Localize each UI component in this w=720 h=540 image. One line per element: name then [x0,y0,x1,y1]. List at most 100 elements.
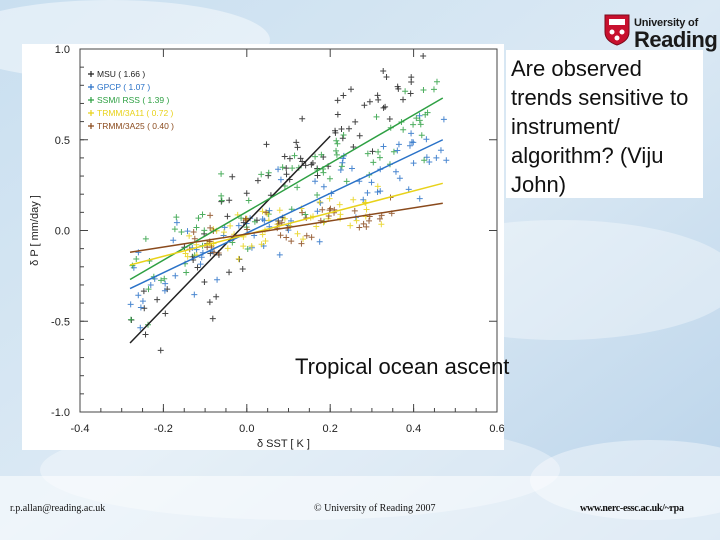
data-point [161,275,168,282]
data-point [343,178,350,185]
data-point [443,157,450,164]
data-point [275,166,282,173]
footer-url: www.nerc-essc.ac.uk/~rpa [580,503,684,514]
data-point [283,171,290,178]
data-point [337,167,344,174]
data-point [127,316,134,323]
data-point [157,347,164,354]
data-point [263,209,270,216]
data-point [254,177,261,184]
data-point [366,217,373,224]
data-point [127,301,134,308]
data-point [226,197,233,204]
data-point [350,196,357,203]
data-point [299,115,306,122]
data-point [338,163,345,170]
data-point [224,245,231,252]
data-point [242,215,249,222]
data-point [207,212,214,219]
data-point [408,74,415,81]
data-point [277,176,284,183]
data-point [240,243,247,250]
data-point [356,224,363,231]
data-point [316,238,323,245]
data-point [244,246,251,253]
data-point [224,213,231,220]
data-point [209,315,216,322]
data-point [408,138,415,145]
y-tick-label: 0.0 [55,226,70,238]
legend-marker [88,97,94,103]
data-point [258,171,265,178]
data-point [266,207,273,214]
data-point [218,170,225,177]
data-point [333,137,340,144]
data-point [400,96,407,103]
data-point [375,148,382,155]
data-point [173,214,180,221]
data-point [364,189,371,196]
data-point [392,168,399,175]
data-point [191,291,198,298]
data-point [406,142,413,149]
x-tick-label: 0.6 [489,423,504,435]
data-point [197,261,204,268]
data-point [380,67,387,74]
data-point [390,148,397,155]
data-point [378,221,385,228]
data-point [348,165,355,172]
data-point [214,276,221,283]
data-point [337,211,344,218]
data-point [430,86,437,93]
data-point [161,287,168,294]
data-point [380,143,387,150]
data-point [353,217,360,224]
data-point [334,97,341,104]
data-point [408,130,415,137]
data-point [320,183,327,190]
data-point [422,111,429,118]
data-point [394,147,401,154]
data-point [380,104,387,111]
data-point [218,197,225,204]
data-point [363,223,370,230]
trend-line-ssm-i-rss [129,97,444,281]
data-point [327,205,334,212]
crest-icon [604,14,630,46]
y-tick-label: 0.5 [55,135,70,147]
data-point [281,215,288,222]
data-point [279,164,286,171]
data-point [291,152,298,159]
data-point [194,264,201,271]
data-point [351,207,358,214]
legend-entry: SSM/I RSS ( 1.39 ) [97,95,169,105]
data-point [423,154,430,161]
data-point [245,197,252,204]
data-point [195,215,202,222]
data-point [314,192,321,199]
data-point [333,151,340,158]
data-point [275,217,282,224]
data-point [376,215,383,222]
data-point [326,175,333,182]
data-point [298,240,305,247]
data-point [373,113,380,120]
data-point [326,195,333,202]
data-point [297,155,304,162]
data-point [172,272,179,279]
y-tick-label: -0.5 [51,316,70,328]
data-point [410,160,417,167]
data-point [294,230,301,237]
data-point [199,211,206,218]
data-point [325,212,332,219]
data-point [426,159,433,166]
data-point [361,102,368,109]
data-point [201,279,208,286]
data-point [433,154,440,161]
data-point [423,136,430,143]
data-point [147,281,154,288]
y-axis-label: δ P [ mm/day ] [29,195,41,266]
data-point [283,165,290,172]
trend-line-gpcp [129,139,444,290]
data-point [259,231,266,238]
